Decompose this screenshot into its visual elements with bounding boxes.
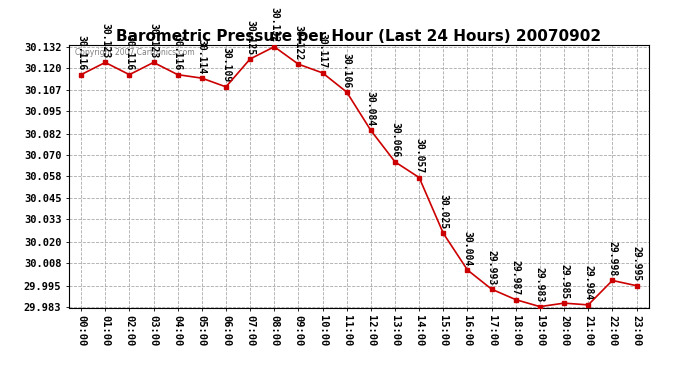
- Text: 29.995: 29.995: [631, 246, 642, 282]
- Text: 29.983: 29.983: [535, 267, 545, 303]
- Text: 29.998: 29.998: [607, 241, 618, 276]
- Text: 29.985: 29.985: [559, 264, 569, 299]
- Text: 30.125: 30.125: [245, 20, 255, 55]
- Text: 29.987: 29.987: [511, 260, 521, 296]
- Text: 30.123: 30.123: [100, 23, 110, 58]
- Text: 30.122: 30.122: [293, 25, 304, 60]
- Text: 30.066: 30.066: [390, 123, 400, 158]
- Text: 29.993: 29.993: [486, 250, 497, 285]
- Text: Copyright 2007 Cartronics.com: Copyright 2007 Cartronics.com: [75, 48, 195, 57]
- Text: 30.116: 30.116: [76, 35, 86, 70]
- Text: 30.132: 30.132: [269, 8, 279, 43]
- Text: 30.025: 30.025: [438, 194, 449, 229]
- Title: Barometric Pressure per Hour (Last 24 Hours) 20070902: Barometric Pressure per Hour (Last 24 Ho…: [116, 29, 602, 44]
- Text: 30.117: 30.117: [317, 33, 328, 69]
- Text: 30.116: 30.116: [124, 35, 135, 70]
- Text: 30.084: 30.084: [366, 91, 376, 126]
- Text: 30.114: 30.114: [197, 39, 207, 74]
- Text: 30.057: 30.057: [414, 138, 424, 173]
- Text: 29.984: 29.984: [583, 266, 593, 301]
- Text: 30.109: 30.109: [221, 48, 231, 83]
- Text: 30.106: 30.106: [342, 53, 352, 88]
- Text: 30.116: 30.116: [172, 35, 183, 70]
- Text: 30.004: 30.004: [462, 231, 473, 266]
- Text: 30.123: 30.123: [148, 23, 159, 58]
